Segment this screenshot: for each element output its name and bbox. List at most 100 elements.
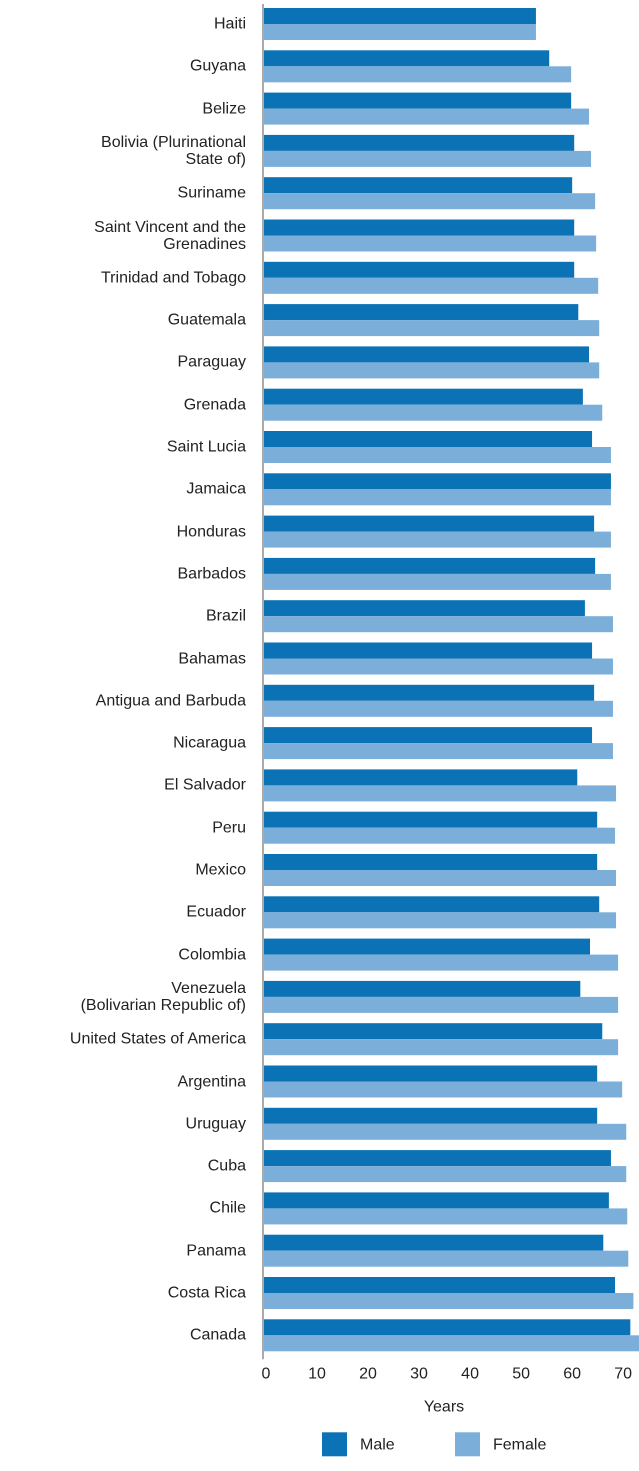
bar bbox=[264, 743, 613, 760]
bar bbox=[264, 600, 585, 617]
y-tick-label: Jamaica bbox=[186, 480, 246, 498]
legend-swatch bbox=[455, 1432, 480, 1457]
x-axis-label: Years bbox=[424, 1399, 464, 1416]
bar bbox=[264, 616, 613, 633]
bar bbox=[264, 996, 619, 1013]
x-tick-label: 20 bbox=[359, 1366, 377, 1383]
bar bbox=[264, 193, 596, 210]
y-tick-label: Mexico bbox=[195, 861, 246, 879]
y-tick-label: Nicaragua bbox=[173, 734, 246, 752]
bar bbox=[264, 1107, 598, 1124]
y-tick-label: Canada bbox=[189, 1326, 246, 1344]
x-tick-label: 30 bbox=[410, 1366, 428, 1383]
bar bbox=[264, 346, 589, 363]
y-tick-label: Bolivia (Plurinational State of) bbox=[101, 133, 246, 168]
y-tick-label: Brazil bbox=[205, 607, 246, 625]
y-tick-label: Bahamas bbox=[178, 650, 246, 667]
bar bbox=[264, 150, 592, 167]
x-tick-label: 60 bbox=[563, 1366, 581, 1383]
bar bbox=[264, 1208, 628, 1225]
bar bbox=[264, 388, 583, 405]
bar bbox=[264, 785, 617, 802]
x-tick-label: 40 bbox=[461, 1366, 479, 1383]
y-tick-label: Guatemala bbox=[167, 311, 246, 329]
bar bbox=[264, 870, 617, 886]
y-tick-label: Paraguay bbox=[177, 353, 247, 371]
bar bbox=[264, 1293, 634, 1309]
bar bbox=[264, 912, 617, 929]
bar bbox=[264, 769, 578, 786]
bar bbox=[264, 277, 599, 294]
bar bbox=[264, 727, 593, 744]
y-tick-label: Panama bbox=[186, 1242, 246, 1260]
bar bbox=[264, 658, 613, 675]
bar bbox=[264, 489, 611, 506]
bar bbox=[264, 1123, 627, 1140]
bar bbox=[264, 108, 589, 125]
y-tick-label: Uruguay bbox=[185, 1115, 246, 1133]
x-tick-label: 50 bbox=[512, 1366, 530, 1383]
bar bbox=[264, 1234, 604, 1251]
bar bbox=[264, 531, 611, 548]
y-tick-label: Saint Vincent and the Grenadines bbox=[94, 218, 246, 253]
bar bbox=[264, 1166, 627, 1183]
bar bbox=[264, 954, 619, 971]
legend-label: Female bbox=[493, 1437, 546, 1454]
bar bbox=[264, 320, 600, 337]
bar bbox=[264, 92, 572, 109]
bar bbox=[264, 1277, 616, 1293]
bar bbox=[264, 1335, 639, 1352]
legend-swatch bbox=[322, 1432, 347, 1457]
y-tick-label: Honduras bbox=[176, 523, 246, 541]
bar bbox=[264, 1319, 631, 1336]
y-tick-label: Grenada bbox=[183, 396, 246, 414]
bar bbox=[264, 1039, 619, 1056]
bar bbox=[264, 700, 613, 717]
bar bbox=[264, 1150, 611, 1167]
y-tick-label: Chile bbox=[209, 1199, 246, 1217]
bar bbox=[264, 980, 581, 997]
bar bbox=[264, 684, 595, 701]
bar bbox=[264, 8, 536, 24]
bar bbox=[264, 362, 600, 379]
bar bbox=[264, 235, 597, 252]
bar bbox=[264, 66, 572, 83]
bar bbox=[264, 404, 603, 421]
y-tick-label: United States of America bbox=[69, 1030, 246, 1048]
bar bbox=[264, 431, 593, 447]
y-tick-label: Costa Rica bbox=[167, 1284, 246, 1302]
y-tick-label: Ecuador bbox=[186, 903, 246, 921]
x-tick-label: 10 bbox=[308, 1366, 326, 1383]
bar bbox=[264, 854, 598, 870]
bar bbox=[264, 573, 611, 590]
y-tick-label: Venezuela (Bolivarian Republic of) bbox=[80, 979, 246, 1014]
y-tick-label: Guyana bbox=[189, 57, 246, 75]
y-tick-label: Suriname bbox=[177, 184, 246, 202]
bar bbox=[264, 1192, 609, 1209]
legend-label: Male bbox=[360, 1437, 395, 1454]
bar bbox=[264, 177, 573, 194]
bar bbox=[264, 261, 575, 278]
bar bbox=[264, 447, 611, 463]
bar bbox=[264, 515, 595, 532]
y-tick-label: Trinidad and Tobago bbox=[101, 269, 246, 287]
y-tick-label: Saint Lucia bbox=[166, 438, 246, 456]
y-tick-label: Antigua and Barbuda bbox=[95, 692, 246, 710]
bar bbox=[264, 811, 598, 828]
bar bbox=[264, 24, 536, 40]
bar bbox=[264, 473, 611, 490]
y-tick-label: Colombia bbox=[178, 946, 246, 964]
y-tick-label: Haiti bbox=[213, 15, 246, 33]
y-tick-label: Belize bbox=[202, 100, 246, 118]
y-tick-label: El Salvador bbox=[164, 776, 246, 794]
bar bbox=[264, 896, 600, 913]
bar bbox=[264, 642, 593, 659]
bar bbox=[264, 50, 550, 67]
y-tick-label: Cuba bbox=[207, 1157, 246, 1175]
bar bbox=[264, 219, 575, 236]
y-tick-label: Barbados bbox=[177, 565, 247, 583]
x-tick-label: 0 bbox=[262, 1366, 271, 1383]
bar bbox=[264, 827, 616, 844]
